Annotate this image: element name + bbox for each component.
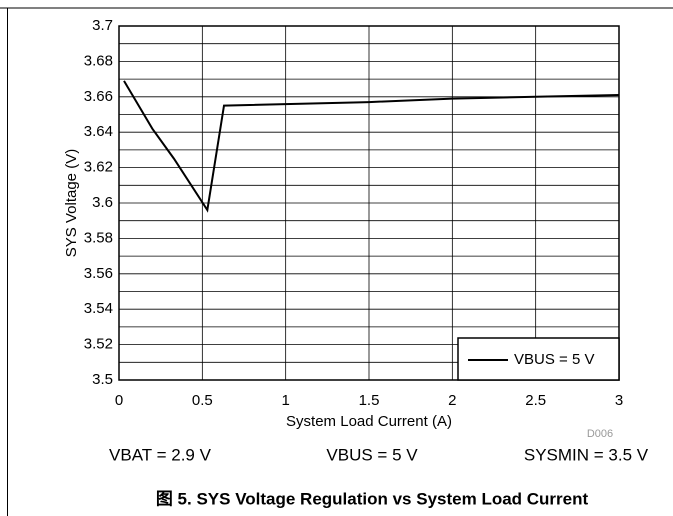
condition: SYSMIN = 3.5 V [524,445,649,464]
x-tick-label: 0 [115,392,123,409]
y-tick-label: 3.58 [84,229,113,246]
condition: VBUS = 5 V [326,445,418,464]
y-tick-label: 3.5 [92,371,113,388]
data-line [123,80,620,213]
y-tick-label: 3.56 [84,265,113,282]
x-axis-label: System Load Current (A) [286,413,452,430]
x-tick-label: 1.5 [359,392,380,409]
x-tick-label: 1 [281,392,289,409]
caption: 图 5. SYS Voltage Regulation vs System Lo… [156,489,589,508]
x-tick-label: 2.5 [525,392,546,409]
y-tick-label: 3.54 [84,300,113,317]
legend-label: VBUS = 5 V [514,351,594,368]
y-tick-label: 3.68 [84,52,113,69]
y-tick-label: 3.6 [92,194,113,211]
plot-border [118,25,620,381]
x-tick-label: 2 [448,392,456,409]
y-tick-label: 3.66 [84,88,113,105]
y-tick-label: 3.52 [84,336,113,353]
figure-code: D006 [587,428,613,440]
y-tick-label: 3.64 [84,123,113,140]
condition: VBAT = 2.9 V [109,445,212,464]
x-tick-label: 0.5 [192,392,213,409]
x-tick-label: 3 [615,392,623,409]
y-tick-label: 3.7 [92,17,113,34]
y-tick-label: 3.62 [84,159,113,176]
y-axis-label: SYS Voltage (V) [63,149,80,257]
